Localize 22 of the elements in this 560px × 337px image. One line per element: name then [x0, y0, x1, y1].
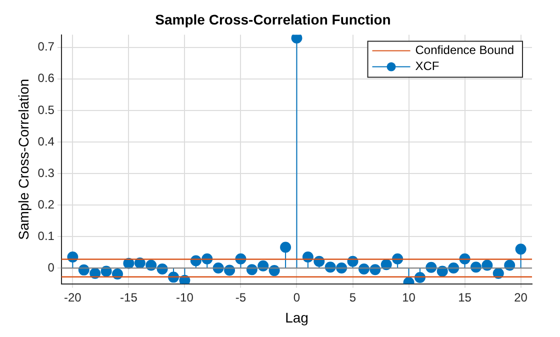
x-tick-label: 0 [293, 290, 300, 304]
y-tick-label: 0.3 [38, 166, 55, 180]
chart-title: Sample Cross-Correlation Function [155, 11, 391, 28]
x-tick-label: -20 [64, 290, 82, 304]
x-tick-label: -10 [176, 290, 194, 304]
y-tick-label: 0.4 [38, 134, 55, 148]
legend-label: Confidence Bound [415, 43, 514, 58]
y-tick-label: 0.1 [38, 228, 55, 243]
y-tick-label: 0.7 [38, 40, 55, 54]
x-tick-label: 5 [349, 290, 356, 304]
y-tick-label: 0 [48, 260, 55, 274]
x-tick-label: 20 [514, 290, 528, 304]
x-tick-label: -15 [120, 290, 138, 304]
y-tick-label: 0.6 [38, 71, 55, 86]
x-tick-label: -5 [235, 290, 246, 304]
y-axis-title: Sample Cross-Correlation [15, 78, 32, 240]
legend-label: XCF [415, 59, 440, 74]
y-tick-label: 0.5 [38, 102, 55, 117]
x-tick-label: 15 [458, 290, 472, 304]
x-tick-label: 10 [402, 290, 416, 304]
y-tick-label: 0.2 [38, 197, 55, 212]
x-axis-title: Lag [285, 309, 308, 326]
